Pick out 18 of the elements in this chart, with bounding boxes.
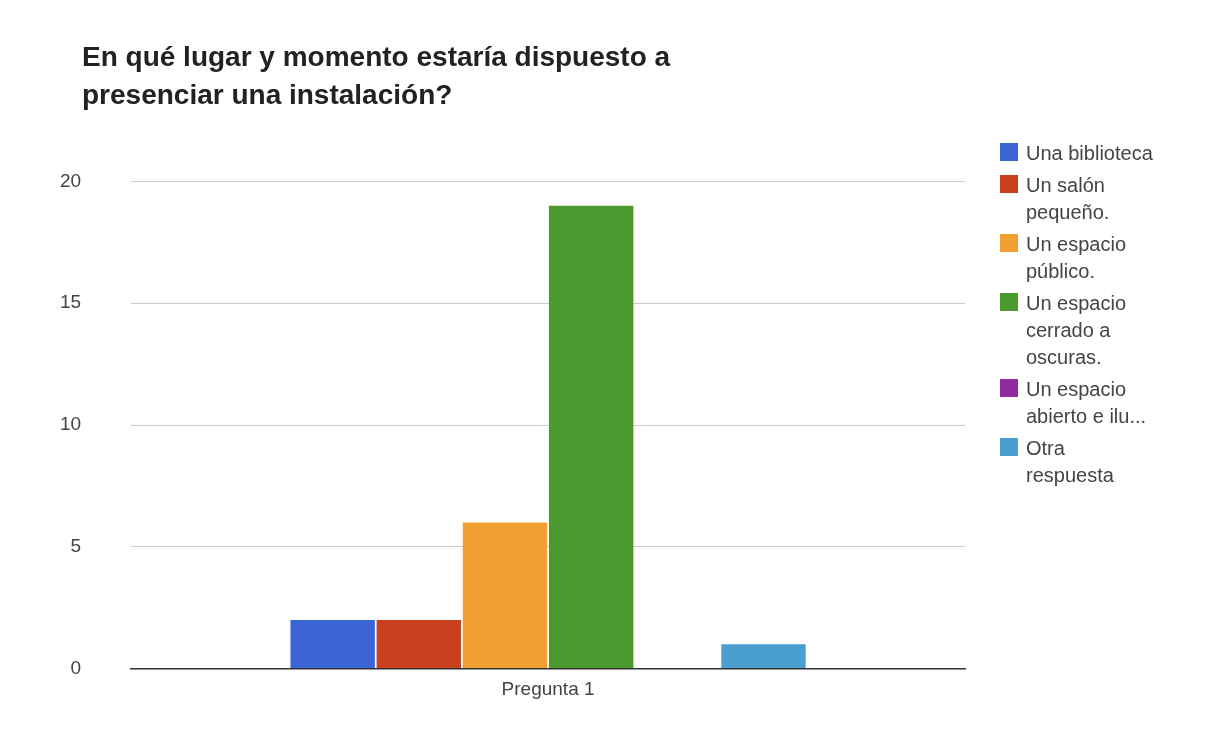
y-tick-label: 0 <box>70 656 82 678</box>
bar <box>548 205 634 669</box>
x-tick-label: Pregunta 1 <box>501 678 595 700</box>
legend-label: Otra respuesta <box>1026 436 1115 488</box>
legend-label: Un espacio abierto e ilu... <box>1026 377 1148 429</box>
legend-label: Un salón pequeño. <box>1026 173 1111 225</box>
y-tick-label: 20 <box>59 169 82 191</box>
y-tick-label: 10 <box>59 413 82 435</box>
bar <box>462 522 548 669</box>
chart-title: En qué lugar y momento estaría dispuesto a presenciar una instalación? <box>82 40 672 112</box>
y-tick-label: 15 <box>59 291 82 313</box>
legend-label: Un espacio público. <box>1026 232 1128 284</box>
legend-label: Una biblioteca <box>1026 141 1154 166</box>
bar <box>721 644 806 669</box>
bar <box>376 619 462 669</box>
y-tick-label: 5 <box>70 535 82 557</box>
legend-label: Un espacio cerrado a oscuras. <box>1026 291 1128 370</box>
bar <box>290 619 375 669</box>
